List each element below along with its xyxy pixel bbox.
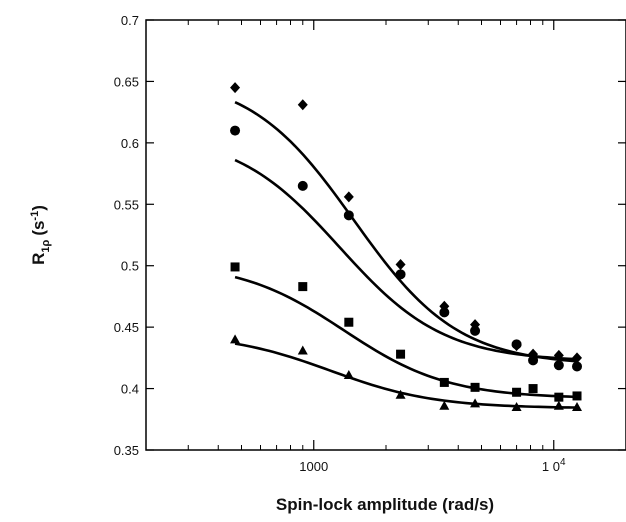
x-tick-label-superscript: 4 <box>560 457 566 468</box>
data-point-diamond <box>297 99 308 111</box>
data-point-circle <box>343 210 354 221</box>
data-point-square <box>230 262 240 272</box>
data-point-triangle <box>553 400 564 410</box>
data-point-triangle <box>230 334 241 344</box>
data-point-circle <box>528 355 539 366</box>
data-point-triangle <box>572 402 583 411</box>
fit-curve <box>234 342 578 409</box>
data-point-square <box>470 382 480 392</box>
data-point-triangle <box>470 398 481 408</box>
data-point-diamond <box>230 82 241 94</box>
data-point-square <box>554 392 564 402</box>
y-axis-title-subscript: 1ρ <box>40 239 52 252</box>
y-tick-label: 0.55 <box>114 197 139 212</box>
fit-curve <box>234 158 578 361</box>
fit-curves <box>234 100 578 409</box>
data-point-triangle <box>395 389 406 399</box>
y-tick-label: 0.4 <box>121 382 139 397</box>
axis-ticks: 0.35 0.4 0.45 0.5 0.55 0.6 0.65 0.7 1000 1 04 <box>114 13 626 474</box>
data-points <box>230 82 583 411</box>
data-point-square <box>528 384 538 394</box>
data-point-diamond <box>553 349 564 361</box>
data-point-square <box>572 391 582 401</box>
y-axis-title-main: R <box>29 253 48 265</box>
data-point-square <box>512 387 522 397</box>
y-tick-label: 0.35 <box>114 443 139 458</box>
data-point-square <box>298 282 308 292</box>
data-point-triangle <box>511 402 522 411</box>
y-axis-title: R1ρ (s-1) <box>29 205 52 265</box>
data-point-square <box>344 317 354 327</box>
data-point-circle <box>572 361 583 372</box>
data-point-diamond <box>395 258 406 270</box>
y-axis-title-unit-superscript: -1 <box>29 211 41 221</box>
x-tick-label-main: 1000 <box>299 459 328 474</box>
data-point-circle <box>470 325 481 336</box>
data-point-triangle <box>343 370 354 380</box>
x-axis-title: Spin-lock amplitude (rad/s) <box>276 495 494 514</box>
fit-curve <box>234 100 578 363</box>
data-point-diamond <box>572 352 583 364</box>
y-axis-title-unit-close: ) <box>29 205 48 211</box>
data-point-circle <box>553 360 564 371</box>
x-tick-label: 1000 <box>299 459 328 474</box>
y-tick-label: 0.6 <box>121 136 139 151</box>
y-tick-label: 0.5 <box>121 259 139 274</box>
data-point-square <box>396 349 406 359</box>
data-point-circle <box>511 339 522 350</box>
x-tick-label-main: 1 0 <box>542 459 560 474</box>
data-point-circle <box>297 180 308 191</box>
x-tick-label: 1 04 <box>542 457 566 474</box>
y-axis-title-unit: (s <box>29 221 48 236</box>
fit-curve <box>234 275 578 399</box>
data-point-diamond <box>343 191 354 203</box>
data-point-circle <box>230 125 241 136</box>
y-tick-label: 0.45 <box>114 320 139 335</box>
data-point-triangle <box>439 400 450 410</box>
plot-frame <box>145 19 626 451</box>
data-point-square <box>439 377 449 387</box>
y-tick-label: 0.7 <box>121 13 139 28</box>
data-point-triangle <box>297 345 308 355</box>
data-point-circle <box>395 269 406 280</box>
y-tick-label: 0.65 <box>114 74 139 89</box>
data-point-circle <box>439 307 450 318</box>
